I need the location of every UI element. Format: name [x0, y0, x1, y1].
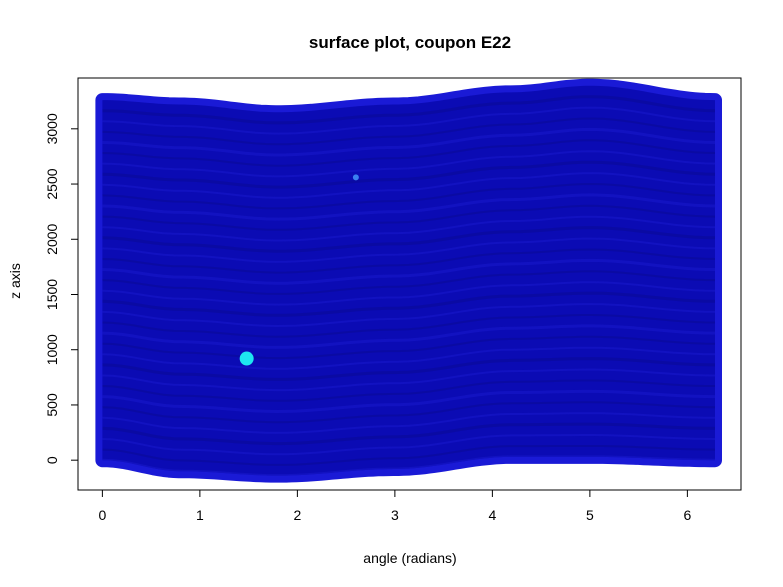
surface-stripe: [102, 434, 715, 456]
surface-stripe: [102, 389, 715, 414]
surface-stripe: [102, 139, 715, 167]
y-tick-label: 0: [44, 456, 60, 464]
x-tick-label: 0: [98, 507, 106, 523]
surface-stripe: [102, 357, 715, 381]
surface-stripe: [102, 226, 715, 253]
surface-stripe: [102, 204, 715, 231]
highlight-point: [239, 351, 254, 366]
surface-layer: [95, 78, 722, 483]
surface-stripe: [102, 182, 715, 210]
surface-stripe: [102, 401, 715, 424]
surface-fill: [102, 85, 715, 476]
surface-stripe: [102, 270, 715, 295]
surface-stripe: [102, 314, 715, 338]
y-tick-label: 1000: [44, 334, 60, 365]
surface-stripe: [102, 335, 715, 360]
surface-stripe: [102, 95, 715, 125]
y-tick-label: 500: [44, 393, 60, 417]
surface-stripe: [102, 258, 715, 285]
y-tick-label: 3000: [44, 113, 60, 144]
surface-stripe: [102, 303, 715, 328]
y-tick-label: 2500: [44, 168, 60, 199]
surface-stripe: [102, 160, 715, 189]
surface-stripe: [102, 291, 715, 317]
surface-stripe: [102, 150, 715, 178]
surface-stripe: [102, 346, 715, 370]
surface-stripe: [102, 172, 715, 199]
surface-stripe: [102, 193, 715, 221]
surface-stripe: [102, 281, 715, 306]
surface-stripe: [102, 117, 715, 146]
x-tick-label: 1: [196, 507, 204, 523]
surface-stripe: [102, 455, 715, 476]
surface-stripe: [102, 445, 715, 466]
surface-stripe: [102, 324, 715, 349]
surface-stripe: [102, 422, 715, 446]
x-tick-label: 6: [683, 507, 691, 523]
surface-stripe: [102, 379, 715, 402]
plot-frame: [77, 77, 742, 491]
surface-texture: [102, 95, 715, 476]
y-tick-label: 2000: [44, 223, 60, 254]
surface-stripe: [102, 127, 715, 157]
x-tick-label: 4: [488, 507, 496, 523]
axes-layer: 0 1 2 3 4 5 6 0 500 1000 1500 2000 2500 3000: [44, 77, 742, 523]
chart-title: surface plot, coupon E22: [309, 33, 511, 52]
surface-stripe: [102, 248, 715, 274]
y-tick-label: 1500: [44, 279, 60, 310]
x-tick-label: 3: [391, 507, 399, 523]
marks-layer: [239, 174, 359, 366]
surface-stripe: [102, 215, 715, 242]
x-tick-label: 2: [293, 507, 301, 523]
highlight-point: [352, 174, 359, 181]
surface-stripe: [102, 106, 715, 135]
x-axis-label: angle (radians): [363, 550, 456, 566]
x-tick-label: 5: [586, 507, 594, 523]
y-axis-label: z axis: [7, 263, 23, 299]
surface-stripe: [102, 412, 715, 434]
surface-stripe: [102, 368, 715, 392]
surface-stripe: [102, 237, 715, 263]
